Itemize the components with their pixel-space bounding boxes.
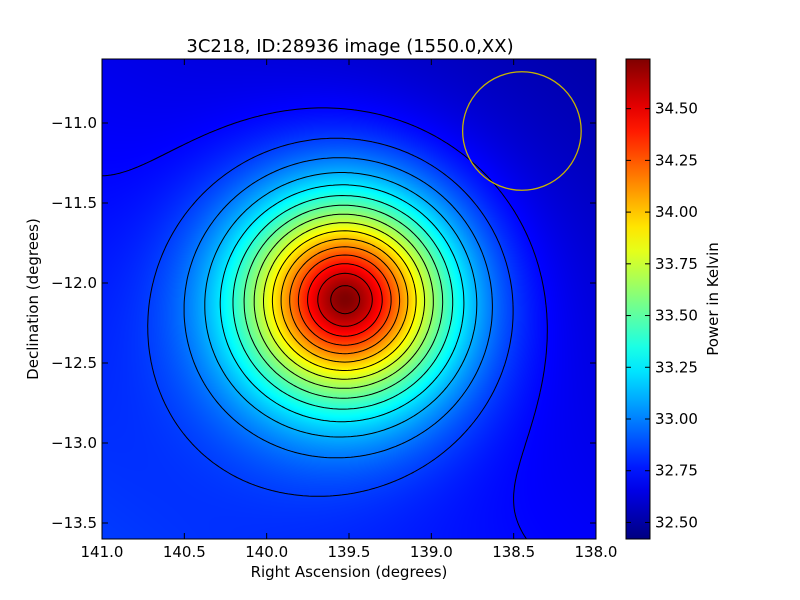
- contour-level-6: [243, 204, 444, 399]
- contour-level-7: [253, 213, 434, 389]
- contour-level-4: [219, 184, 465, 423]
- x-tick-label: 138.5: [492, 543, 535, 561]
- colorbar-tick-label: 32.50: [655, 513, 698, 531]
- chart-title: 3C218, ID:28936 image (1550.0,XX): [186, 36, 513, 57]
- colorbar-tick-label: 33.25: [655, 358, 698, 376]
- contour-level-5: [232, 195, 454, 410]
- colorbar-gradient: [625, 58, 651, 540]
- contour-level-12: [297, 254, 392, 346]
- x-tick-label: 140.0: [245, 543, 288, 561]
- colorbar-tick-label: 33.50: [655, 307, 698, 325]
- x-axis: 141.0 140.5 140.0 139.5 139.0 138.5 138.0: [81, 59, 618, 561]
- colorbar-ticks: 32.50 32.75 33.00 33.25 33.50 33.75 34.00 34.25…: [626, 100, 698, 531]
- x-tick-label: 141.0: [81, 543, 124, 561]
- y-axis-label: Declination (degrees): [24, 218, 42, 380]
- contour-level-3: [204, 172, 478, 438]
- contour-level-13: [307, 263, 383, 337]
- x-tick-label: 138.0: [575, 543, 618, 561]
- heatmap-image: [102, 59, 596, 539]
- colorbar-tick-label: 34.00: [655, 203, 698, 221]
- contour-level-1: [147, 137, 514, 497]
- y-tick-label: −11.5: [51, 194, 97, 212]
- colorbar-label: Power in Kelvin: [704, 242, 722, 356]
- y-tick-label: −12.0: [51, 274, 97, 292]
- x-tick-label: 140.5: [163, 543, 206, 561]
- contour-level-9: [271, 230, 417, 371]
- beam-circle: [461, 71, 582, 191]
- contour-level-8: [263, 222, 426, 380]
- x-tick-label: 139.0: [410, 543, 453, 561]
- y-axis: −11.0 −11.5 −12.0 −12.5 −13.0 −13.5: [51, 114, 596, 532]
- contour-level-11: [289, 246, 401, 355]
- contour-level-14: [317, 272, 373, 327]
- x-tick-label: 139.5: [328, 543, 371, 561]
- x-axis-label: Right Ascension (degrees): [251, 563, 448, 581]
- contour-level-0: [101, 107, 548, 540]
- contour-lines: [101, 107, 548, 540]
- colorbar-tick-label: 32.75: [655, 462, 698, 480]
- contour-level-2: [183, 157, 493, 459]
- colorbar: 32.50 32.75 33.00 33.25 33.50 33.75 34.00 34.25…: [625, 58, 722, 540]
- contour-level-10: [280, 238, 409, 363]
- y-tick-label: −12.5: [51, 354, 97, 372]
- colorbar-tick-label: 34.50: [655, 100, 698, 118]
- y-tick-label: −13.0: [51, 434, 97, 452]
- plot-area: [101, 58, 597, 540]
- y-tick-label: −11.0: [51, 114, 97, 132]
- y-tick-label: −13.5: [51, 514, 97, 532]
- colorbar-tick-label: 33.75: [655, 255, 698, 273]
- colorbar-tick-label: 33.00: [655, 410, 698, 428]
- contour-level-15: [330, 285, 361, 315]
- colorbar-tick-label: 34.25: [655, 151, 698, 169]
